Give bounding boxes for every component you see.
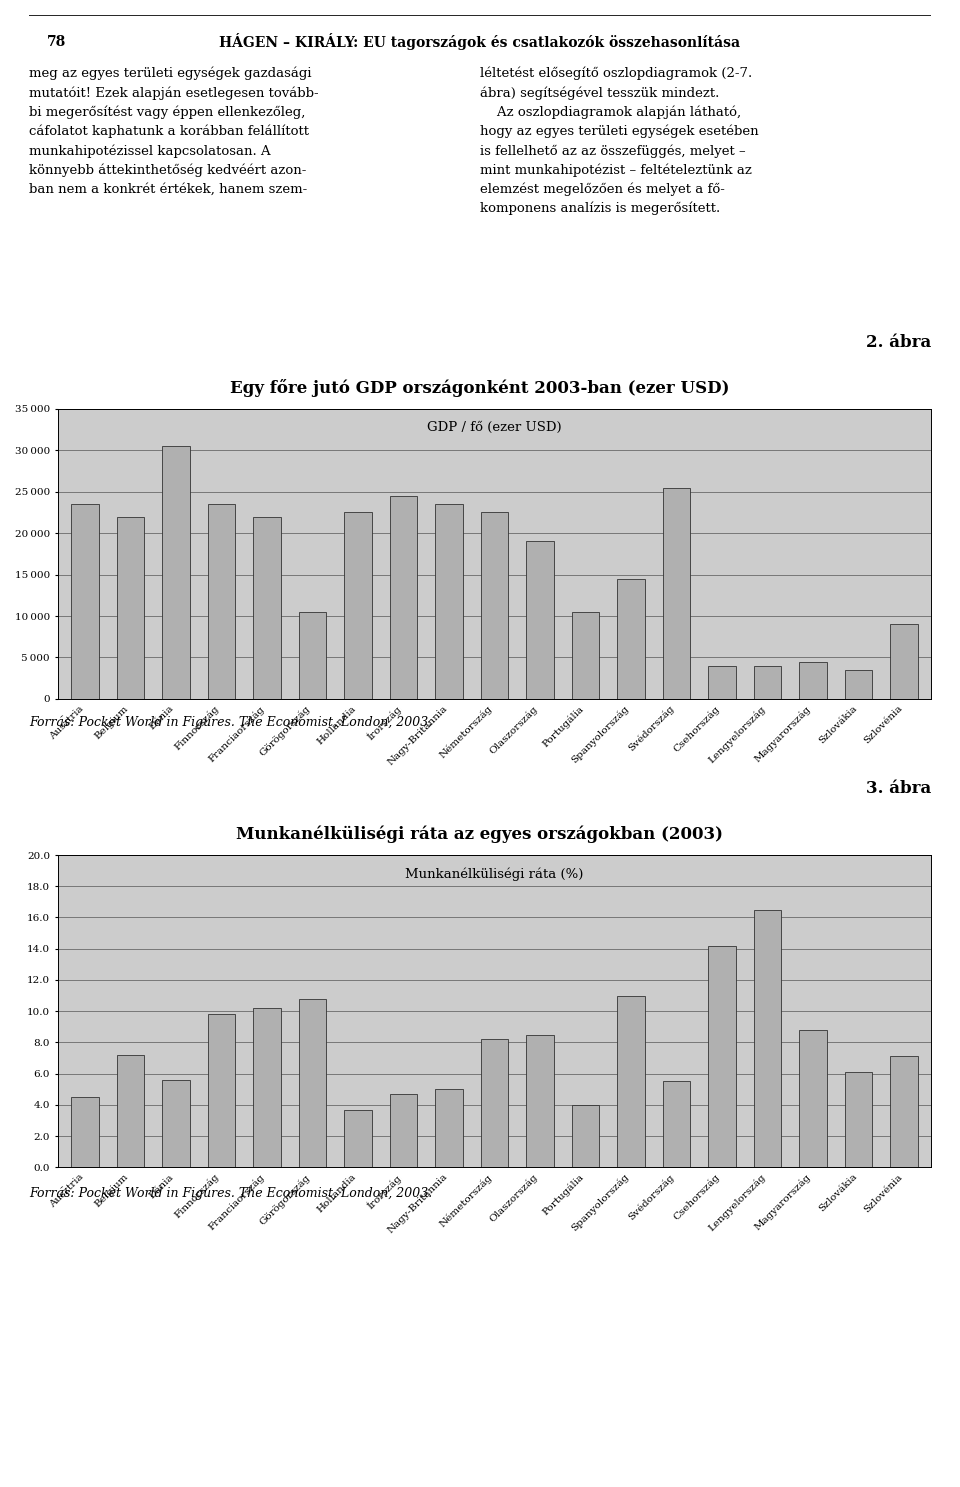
Bar: [754, 666, 781, 699]
Bar: [207, 1014, 235, 1167]
Bar: [526, 1035, 554, 1167]
Bar: [662, 488, 690, 699]
Text: HÁGEN – KIRÁLY: EU tagországok és csatlakozók összehasonlítása: HÁGEN – KIRÁLY: EU tagországok és csatla…: [220, 33, 740, 51]
Text: Munkanélküliségi ráta (%): Munkanélküliségi ráta (%): [405, 867, 584, 880]
Bar: [390, 497, 417, 699]
Bar: [162, 1080, 189, 1167]
Bar: [662, 1081, 690, 1167]
Text: 3. ábra: 3. ábra: [866, 779, 931, 797]
Bar: [117, 1054, 144, 1167]
Bar: [71, 1097, 99, 1167]
Bar: [800, 1030, 827, 1167]
Text: léltetést elősegítő oszlopdiagramok (2-7.
ábra) segítségével tesszük mindezt.
  : léltetést elősegítő oszlopdiagramok (2-7…: [480, 67, 758, 216]
Bar: [253, 1008, 280, 1167]
Bar: [890, 1056, 918, 1167]
Bar: [207, 504, 235, 699]
Bar: [299, 613, 326, 699]
Bar: [572, 613, 599, 699]
Bar: [617, 578, 644, 699]
Text: GDP / fő (ezer USD): GDP / fő (ezer USD): [427, 421, 562, 434]
Text: Forrás: Pocket World in Figures. The Economist, London, 2003.: Forrás: Pocket World in Figures. The Eco…: [29, 715, 432, 729]
Bar: [572, 1105, 599, 1167]
Bar: [526, 541, 554, 699]
Bar: [345, 513, 372, 699]
Bar: [800, 662, 827, 699]
Bar: [708, 946, 735, 1167]
Text: 78: 78: [47, 34, 66, 49]
Bar: [481, 1039, 508, 1167]
Bar: [754, 910, 781, 1167]
Bar: [390, 1094, 417, 1167]
Text: Munkanélküliségi ráta az egyes országokban (2003): Munkanélküliségi ráta az egyes országokb…: [236, 825, 724, 843]
Bar: [845, 1072, 872, 1167]
Bar: [890, 625, 918, 699]
Text: Egy főre jutó GDP országonként 2003-ban (ezer USD): Egy főre jutó GDP országonként 2003-ban …: [230, 379, 730, 397]
Bar: [71, 504, 99, 699]
Bar: [617, 996, 644, 1167]
Bar: [162, 446, 189, 699]
Bar: [299, 999, 326, 1167]
Bar: [435, 1088, 463, 1167]
Bar: [845, 669, 872, 699]
Text: Forrás: Pocket World in Figures. The Economist, London, 2003.: Forrás: Pocket World in Figures. The Eco…: [29, 1187, 432, 1200]
Text: 2. ábra: 2. ábra: [866, 333, 931, 351]
Bar: [481, 513, 508, 699]
Bar: [708, 666, 735, 699]
Text: meg az egyes területi egységek gazdasági
mutatóit! Ezek alapján esetlegesen tová: meg az egyes területi egységek gazdasági…: [29, 67, 319, 195]
Bar: [253, 516, 280, 699]
Bar: [435, 504, 463, 699]
Bar: [345, 1109, 372, 1167]
Bar: [117, 516, 144, 699]
